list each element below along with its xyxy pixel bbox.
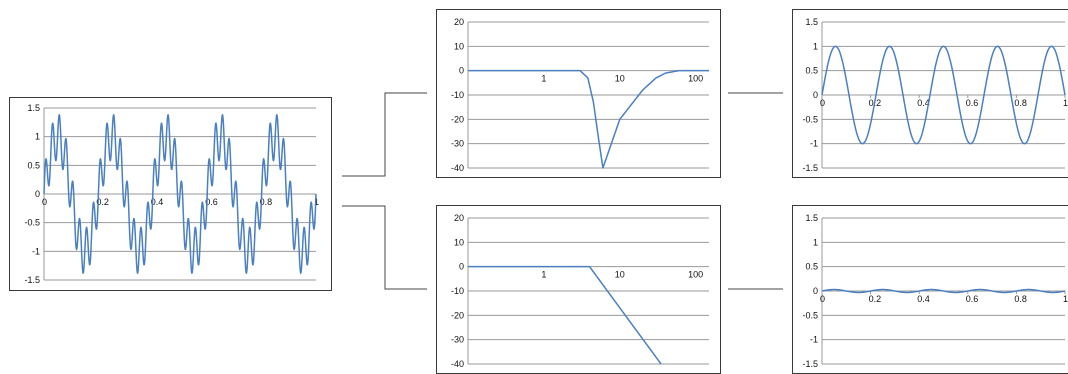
y-tick-label: 1	[35, 132, 40, 142]
x-tick-label: 1	[541, 270, 546, 280]
lowpass-filter-output-series-line-0	[821, 288, 1066, 294]
y-tick-label: 0.5	[27, 160, 40, 170]
y-tick-label: 20	[454, 17, 464, 27]
notch-filter-output-chart: 1.5 1 0.5 0 -0.5 -1 -1.5 0 0.2 0.4 0.6 0.8 1	[792, 9, 1068, 178]
notch-filter-output-series-line-0	[821, 45, 1066, 145]
y-tick-label: -20	[451, 114, 464, 124]
y-tick-label: 1.5	[27, 103, 40, 113]
x-tick-label: 0.4	[917, 294, 930, 304]
y-tick-label: 0.5	[805, 66, 818, 76]
lowpass-filter-output-chart: 1.5 1 0.5 0 -0.5 -1 -1.5 0 0.2 0.4 0.6 0.8 1	[792, 205, 1068, 374]
x-tick-label: 0.6	[966, 294, 979, 304]
y-tick-label: -0.5	[802, 114, 818, 124]
x-tick-label: 0.2	[96, 197, 109, 207]
y-tick-label: 1.5	[805, 17, 818, 27]
y-tick-label: 10	[454, 237, 464, 247]
y-tick-label: 0	[459, 262, 464, 272]
y-tick-label: -1.5	[802, 359, 818, 369]
notch-filter-output-plot: 1.510.50-0.5-1-1.50 0.2 0.4 0.6 0.8 1	[802, 17, 1068, 173]
y-tick-label: 0.5	[805, 262, 818, 272]
input-signal-series-line-0	[43, 114, 317, 274]
x-tick-label: 1	[1063, 98, 1068, 108]
x-tick-label: 1	[541, 74, 546, 84]
x-tick-label: 10	[615, 270, 625, 280]
input-signal-chart: 1.5 1 0.5 0 -0.5 -1 -1.5 0 0.2 0.4 0.6 0.8 1	[9, 97, 332, 291]
x-tick-label: 0.4	[917, 98, 930, 108]
x-tick-label: 0.8	[260, 197, 273, 207]
y-tick-label: -1.5	[802, 163, 818, 173]
y-tick-label: -30	[451, 335, 464, 345]
y-tick-label: -40	[451, 163, 464, 173]
y-tick-label: 10	[454, 41, 464, 51]
y-tick-label: -40	[451, 359, 464, 369]
y-tick-label: -0.5	[24, 218, 40, 228]
y-tick-label: 0	[35, 189, 40, 199]
lowpass-filter-output-plot: 1.510.50-0.5-1-1.50 0.2 0.4 0.6 0.8 1	[802, 213, 1068, 369]
y-tick-label: -10	[451, 286, 464, 296]
y-tick-label: 20	[454, 213, 464, 223]
lowpass-filter-response-chart: 20 10 0 -10 -20 -30 -40 1 10 100	[436, 205, 721, 374]
input-signal-plot: 1.5 1 0.5 0 -0.5 -1 -1.5 0 0.2 0.4 0.6 0.8 1	[24, 103, 319, 285]
y-tick-label: -10	[451, 90, 464, 100]
notch-filter-response-chart: 20 10 0 -10 -20 -30 -40 1 10 100	[436, 9, 721, 178]
x-tick-label: 0.6	[205, 197, 218, 207]
connector-to-lowpass-filter	[342, 205, 427, 290]
lowpass-filter-response-series-line-0	[467, 265, 662, 365]
y-tick-label: -1.5	[24, 275, 40, 285]
x-tick-label: 0	[820, 98, 825, 108]
y-tick-label: -30	[451, 139, 464, 149]
y-tick-label: 1	[813, 237, 818, 247]
x-tick-label: 100	[688, 270, 703, 280]
y-tick-label: 0	[813, 90, 818, 100]
y-tick-label: -1	[32, 246, 40, 256]
y-tick-label: 0	[459, 66, 464, 76]
y-tick-label: -1	[810, 139, 818, 149]
x-tick-label: 0	[42, 197, 47, 207]
y-tick-label: 1.5	[805, 213, 818, 223]
x-tick-label: 1	[314, 197, 319, 207]
x-tick-label: 0.4	[151, 197, 164, 207]
x-tick-label: 100	[688, 74, 703, 84]
x-tick-label: 0	[820, 294, 825, 304]
x-tick-label: 10	[615, 74, 625, 84]
x-tick-label: 1	[1063, 294, 1068, 304]
x-tick-label: 0.6	[966, 98, 979, 108]
y-tick-label: -1	[810, 335, 818, 345]
x-tick-label: 0.8	[1014, 294, 1027, 304]
x-tick-label: 0.8	[1014, 98, 1027, 108]
connector-to-notch-filter	[342, 92, 427, 177]
notch-filter-response-series-line-0	[467, 69, 710, 169]
y-tick-label: -20	[451, 310, 464, 320]
x-tick-label: 0.2	[869, 294, 882, 304]
y-tick-label: 0	[813, 286, 818, 296]
y-tick-label: -0.5	[802, 310, 818, 320]
y-tick-label: 1	[813, 41, 818, 51]
